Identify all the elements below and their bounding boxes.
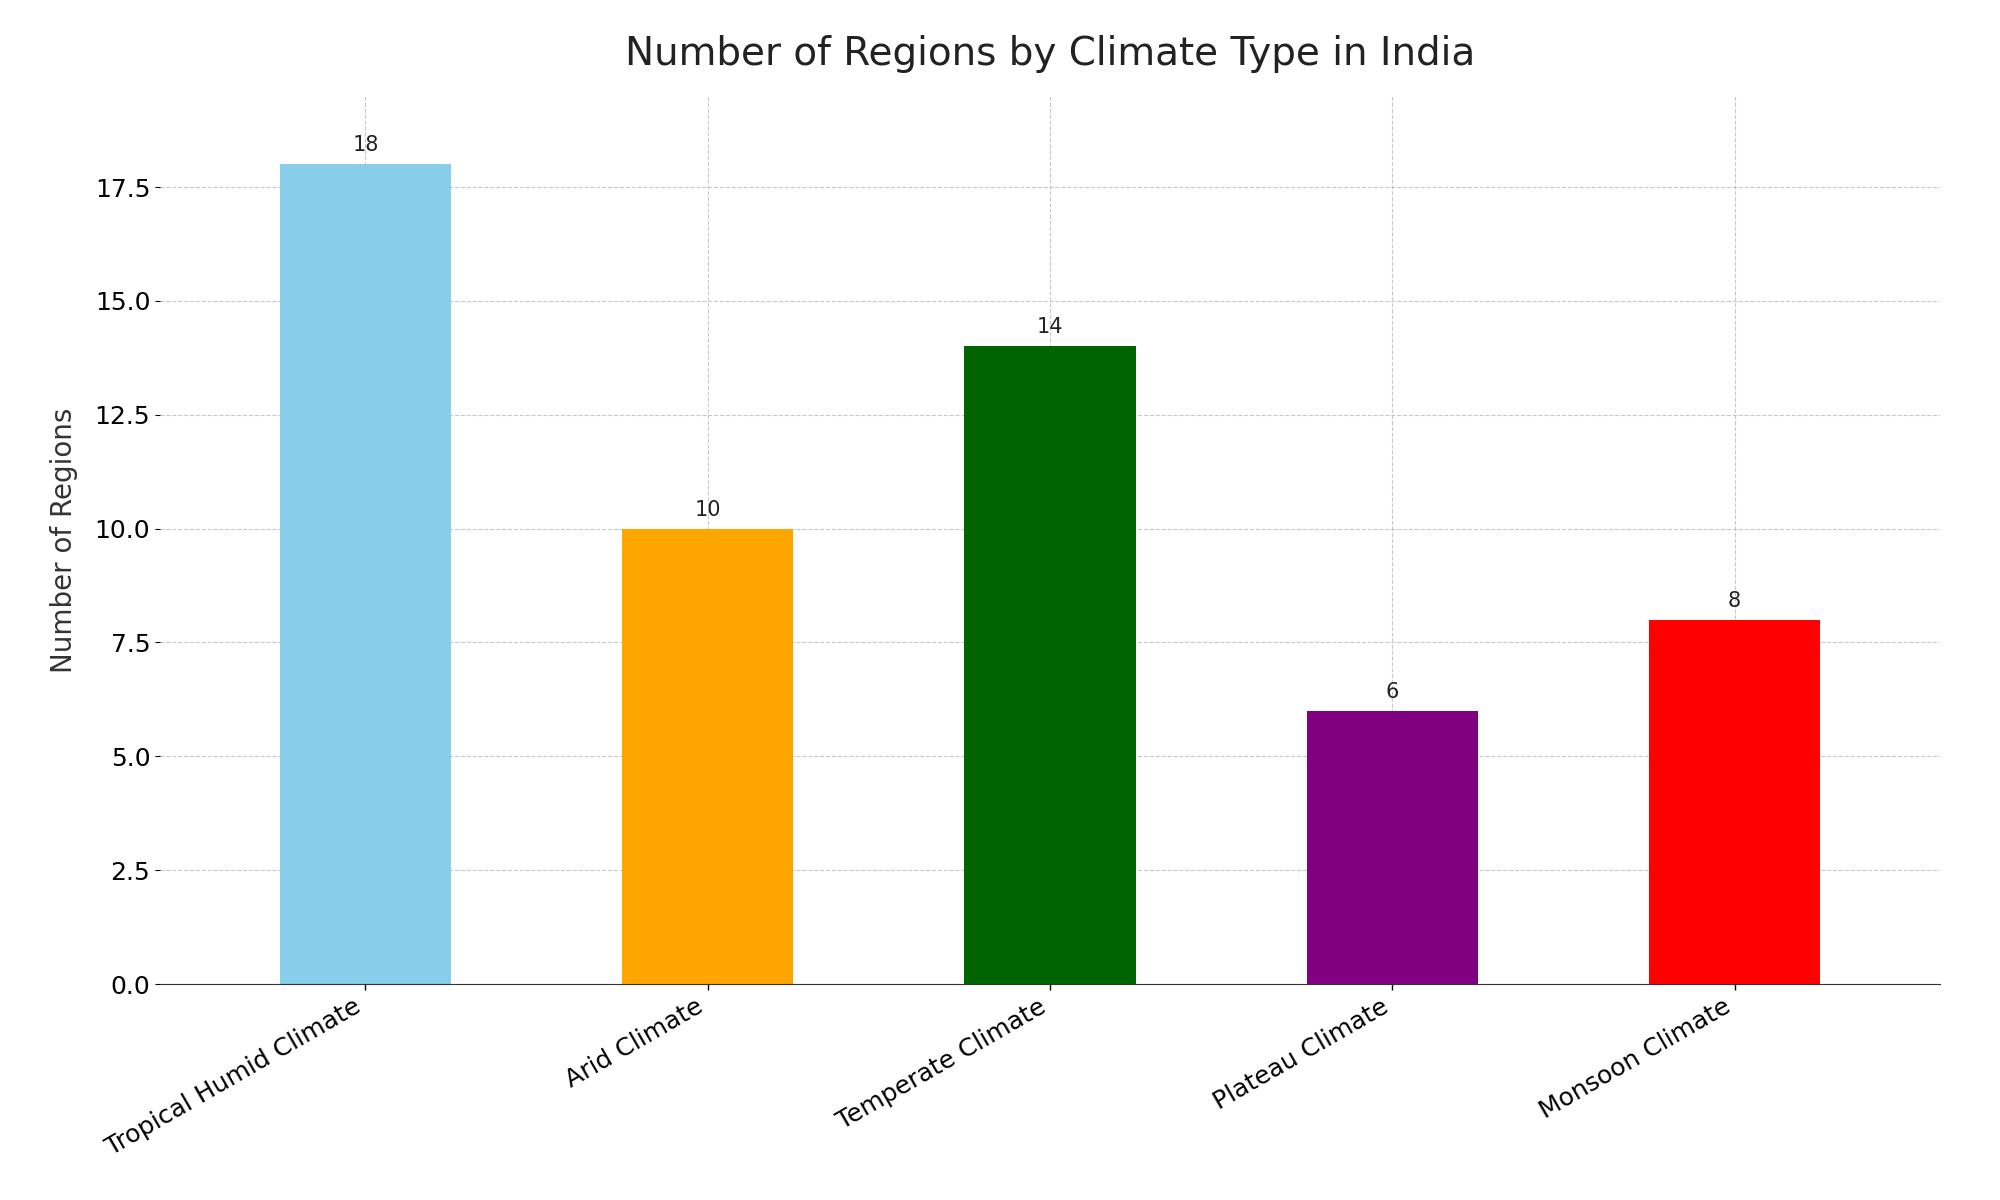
Y-axis label: Number of Regions: Number of Regions [50, 407, 78, 673]
Bar [1650, 619, 1820, 984]
Bar [1306, 710, 1478, 984]
Bar [964, 347, 1136, 984]
Text: 18: 18 [352, 136, 378, 155]
Text: 6: 6 [1386, 682, 1398, 702]
Bar [280, 164, 450, 984]
Text: 14: 14 [1036, 317, 1064, 337]
Text: 10: 10 [694, 499, 720, 520]
Bar [622, 529, 794, 984]
Text: 8: 8 [1728, 590, 1742, 611]
Title: Number of Regions by Climate Type in India: Number of Regions by Climate Type in Ind… [624, 36, 1476, 73]
